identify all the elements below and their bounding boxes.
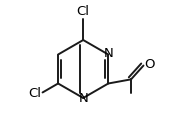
Text: N: N [104,47,114,60]
Text: N: N [79,92,89,105]
Text: O: O [145,58,155,71]
Text: Cl: Cl [77,5,90,18]
Text: Cl: Cl [29,87,42,100]
